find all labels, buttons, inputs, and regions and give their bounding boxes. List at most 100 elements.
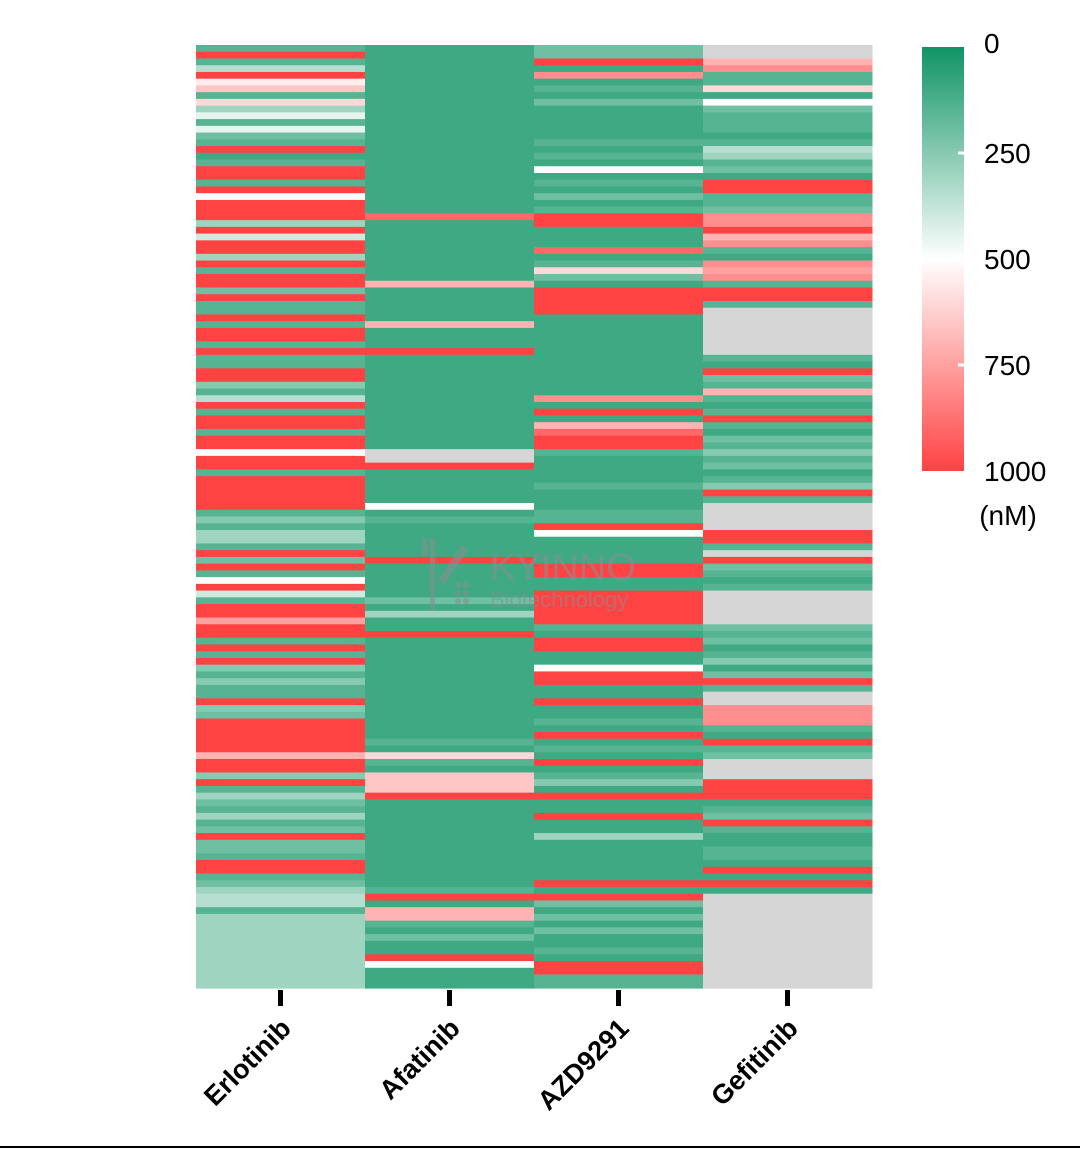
heatmap-cell bbox=[703, 119, 873, 127]
heatmap-cell bbox=[196, 617, 366, 625]
heatmap-cell bbox=[196, 678, 366, 686]
heatmap-cell bbox=[365, 482, 535, 491]
bottom-border bbox=[0, 1146, 1080, 1148]
heatmap-cell bbox=[534, 125, 704, 134]
heatmap-cell bbox=[196, 482, 366, 491]
heatmap-cell bbox=[534, 199, 704, 208]
heatmap-cell bbox=[196, 543, 366, 551]
heatmap-cell bbox=[365, 752, 535, 760]
heatmap-cell bbox=[703, 300, 873, 309]
heatmap-cell bbox=[534, 671, 704, 679]
heatmap-cell bbox=[703, 146, 873, 154]
heatmap-cell bbox=[365, 940, 535, 949]
heatmap-cell bbox=[703, 260, 873, 268]
heatmap-cells bbox=[196, 45, 873, 989]
heatmap-cell bbox=[196, 738, 366, 747]
heatmap-cell bbox=[534, 455, 704, 464]
heatmap-cell bbox=[365, 401, 535, 410]
heatmap-cell bbox=[365, 125, 535, 134]
heatmap-cell bbox=[534, 940, 704, 949]
heatmap-cell bbox=[196, 139, 366, 147]
heatmap-cell bbox=[196, 71, 366, 80]
heatmap-cell bbox=[534, 961, 704, 969]
heatmap-cell bbox=[365, 119, 535, 127]
heatmap-cell bbox=[534, 381, 704, 390]
heatmap-cell bbox=[534, 745, 704, 753]
heatmap-cell bbox=[703, 226, 873, 235]
heatmap-cell bbox=[534, 152, 704, 161]
heatmap-cell bbox=[703, 893, 873, 902]
heatmap-cell bbox=[365, 604, 535, 612]
heatmap-cell bbox=[534, 240, 704, 248]
heatmap-cell bbox=[365, 550, 535, 558]
heatmap-cell bbox=[703, 428, 873, 437]
heatmap-cell bbox=[534, 509, 704, 518]
heatmap-cell bbox=[365, 725, 535, 733]
heatmap-cell bbox=[365, 193, 535, 201]
heatmap-cell bbox=[365, 745, 535, 753]
heatmap-cell bbox=[534, 172, 704, 181]
heatmap-cell bbox=[703, 913, 873, 922]
heatmap-cell bbox=[534, 873, 704, 881]
heatmap-cell bbox=[365, 617, 535, 625]
heatmap-cell bbox=[534, 718, 704, 726]
heatmap-cell bbox=[365, 853, 535, 861]
heatmap-cell bbox=[365, 927, 535, 935]
heatmap-cell bbox=[365, 267, 535, 275]
heatmap-cell bbox=[196, 415, 366, 423]
heatmap-cell bbox=[703, 940, 873, 949]
heatmap-cell bbox=[534, 119, 704, 127]
heatmap-cell bbox=[703, 408, 873, 417]
heatmap-cell bbox=[534, 422, 704, 430]
heatmap-cell bbox=[196, 314, 366, 322]
heatmap-cell bbox=[365, 819, 535, 827]
heatmap-cell bbox=[365, 354, 535, 363]
heatmap-cell bbox=[196, 833, 366, 841]
heatmap-cell bbox=[703, 58, 873, 66]
heatmap-cell bbox=[196, 267, 366, 275]
heatmap-cell bbox=[365, 58, 535, 66]
heatmap-cell bbox=[196, 934, 366, 942]
heatmap-cell bbox=[534, 179, 704, 188]
heatmap-cell bbox=[534, 294, 704, 302]
heatmap-cell bbox=[703, 880, 873, 888]
heatmap-cell bbox=[534, 489, 704, 497]
heatmap-cell bbox=[196, 274, 366, 282]
heatmap-cell bbox=[365, 408, 535, 417]
heatmap-cell bbox=[534, 408, 704, 417]
heatmap-cell bbox=[534, 583, 704, 592]
heatmap-cell bbox=[365, 833, 535, 841]
heatmap-cell bbox=[365, 92, 535, 100]
heatmap-cell bbox=[365, 341, 535, 349]
heatmap-cell bbox=[196, 496, 366, 504]
colorbar: 0 250 500 750 1000 (nM) bbox=[922, 28, 1046, 531]
heatmap-cell bbox=[196, 159, 366, 167]
heatmap-cell bbox=[196, 752, 366, 760]
heatmap-cell bbox=[196, 280, 366, 289]
heatmap-cell bbox=[534, 428, 704, 437]
heatmap-cell bbox=[703, 381, 873, 390]
heatmap-cell bbox=[196, 294, 366, 302]
heatmap-cell bbox=[365, 132, 535, 140]
heatmap-cell bbox=[534, 92, 704, 100]
heatmap-cell bbox=[534, 98, 704, 107]
heatmap-cell bbox=[365, 327, 535, 336]
heatmap-cell bbox=[365, 51, 535, 60]
heatmap-cell bbox=[534, 839, 704, 848]
heatmap-cell bbox=[703, 455, 873, 464]
heatmap-cell bbox=[534, 401, 704, 410]
heatmap-cell bbox=[534, 812, 704, 821]
heatmap-cell bbox=[703, 240, 873, 248]
heatmap-cell bbox=[196, 718, 366, 726]
heatmap-cell bbox=[365, 974, 535, 982]
heatmap-cell bbox=[703, 98, 873, 107]
heatmap-cell bbox=[365, 947, 535, 955]
heatmap-cell bbox=[196, 846, 366, 854]
heatmap-cell bbox=[365, 678, 535, 686]
heatmap-cell bbox=[703, 489, 873, 497]
heatmap-cell bbox=[703, 644, 873, 652]
heatmap-cell bbox=[365, 260, 535, 268]
heatmap-cell bbox=[365, 280, 535, 289]
heatmap-cell bbox=[534, 556, 704, 565]
heatmap-cell bbox=[534, 529, 704, 538]
